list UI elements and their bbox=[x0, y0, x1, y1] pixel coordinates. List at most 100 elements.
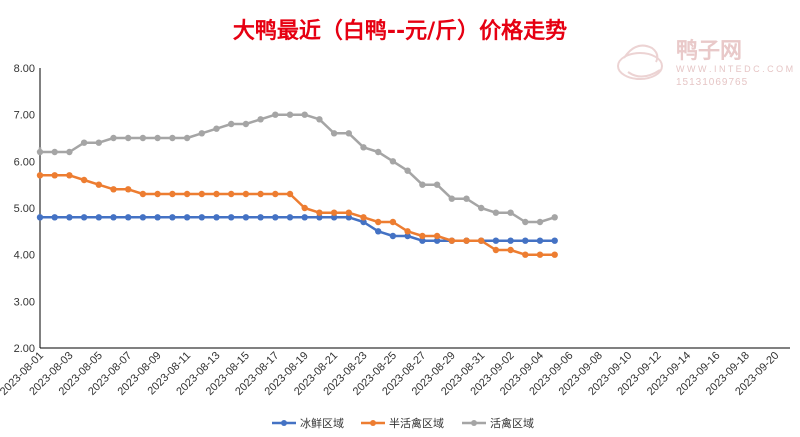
data-point bbox=[345, 209, 352, 216]
data-point bbox=[478, 237, 485, 244]
data-point bbox=[404, 167, 411, 174]
data-point bbox=[154, 190, 161, 198]
data-point bbox=[330, 209, 338, 216]
data-point bbox=[507, 209, 514, 216]
data-point bbox=[228, 190, 235, 198]
data-point bbox=[389, 158, 397, 165]
data-point bbox=[198, 130, 205, 137]
data-point bbox=[242, 214, 250, 221]
data-point bbox=[183, 214, 191, 221]
data-point bbox=[66, 148, 73, 156]
data-point bbox=[301, 204, 308, 212]
data-point bbox=[301, 214, 308, 221]
data-point bbox=[80, 176, 88, 184]
data-point bbox=[213, 190, 220, 198]
legend-label-banhuoqin: 半活禽区域 bbox=[389, 416, 444, 430]
data-point bbox=[316, 209, 323, 216]
data-point bbox=[375, 228, 382, 235]
data-point bbox=[183, 134, 191, 142]
data-point bbox=[95, 214, 103, 221]
legend-item-huoqin: 活禽区域 bbox=[462, 416, 534, 430]
data-point bbox=[330, 130, 338, 137]
data-point bbox=[257, 190, 264, 198]
y-tick-label: 7.00 bbox=[14, 110, 35, 122]
data-point bbox=[345, 130, 352, 137]
data-point bbox=[110, 134, 117, 142]
data-point bbox=[375, 218, 382, 226]
data-point bbox=[448, 237, 455, 244]
data-point bbox=[360, 214, 367, 221]
data-point bbox=[80, 214, 88, 221]
data-point bbox=[66, 214, 73, 221]
data-point bbox=[286, 190, 294, 198]
data-point bbox=[213, 214, 220, 221]
data-point bbox=[316, 214, 323, 221]
data-point bbox=[95, 139, 103, 146]
data-point bbox=[242, 120, 250, 128]
y-tick-label: 4.00 bbox=[14, 250, 35, 262]
data-point bbox=[51, 172, 58, 179]
y-tick-label: 3.00 bbox=[14, 296, 35, 308]
data-point bbox=[36, 214, 44, 221]
data-point bbox=[536, 251, 544, 258]
series-group bbox=[36, 111, 558, 258]
data-point bbox=[463, 237, 470, 244]
data-point bbox=[448, 195, 455, 202]
y-tick-label: 5.00 bbox=[14, 203, 35, 215]
data-point bbox=[375, 148, 382, 156]
data-point bbox=[522, 251, 529, 258]
data-point bbox=[345, 214, 352, 221]
data-point bbox=[228, 214, 235, 221]
data-point bbox=[125, 134, 132, 142]
data-point bbox=[198, 214, 205, 221]
data-point bbox=[80, 139, 88, 146]
y-tick-labels: 2.00 3.00 4.00 5.00 6.00 7.00 8.00 bbox=[14, 63, 35, 355]
data-point bbox=[551, 237, 558, 244]
data-point bbox=[154, 134, 161, 142]
data-point bbox=[507, 237, 514, 244]
data-point bbox=[257, 214, 264, 221]
data-point bbox=[492, 209, 500, 216]
data-point bbox=[66, 172, 73, 179]
data-point bbox=[272, 190, 279, 198]
legend-marker-huoqin bbox=[471, 420, 477, 426]
data-point bbox=[419, 181, 426, 188]
data-point bbox=[51, 214, 58, 221]
data-point bbox=[169, 134, 176, 142]
data-point bbox=[522, 218, 529, 226]
data-point bbox=[272, 111, 279, 118]
data-point bbox=[139, 214, 147, 221]
data-point bbox=[316, 116, 323, 123]
series-1 bbox=[36, 172, 558, 258]
data-point bbox=[301, 111, 308, 118]
legend-label-bingxian: 冰鲜区域 bbox=[300, 416, 344, 430]
legend: 冰鲜区域 半活禽区域 活禽区域 bbox=[272, 416, 534, 430]
legend-marker-bingxian bbox=[281, 420, 287, 426]
data-point bbox=[389, 218, 397, 226]
data-point bbox=[360, 218, 367, 226]
y-tick-label: 2.00 bbox=[14, 343, 35, 355]
data-point bbox=[463, 195, 470, 202]
series-line bbox=[40, 216, 555, 242]
data-point bbox=[492, 246, 500, 254]
data-point bbox=[183, 190, 191, 198]
watermark-phone: 15131069765 bbox=[676, 77, 748, 88]
data-point bbox=[551, 214, 558, 221]
data-point bbox=[551, 251, 558, 258]
data-point bbox=[536, 237, 544, 244]
data-point bbox=[286, 214, 294, 221]
x-tick-labels: 2023-08-012023-08-032023-08-052023-08-07… bbox=[0, 350, 781, 398]
legend-label-huoqin: 活禽区域 bbox=[490, 416, 534, 430]
y-tick-label: 8.00 bbox=[14, 63, 35, 75]
data-point bbox=[154, 214, 161, 221]
data-point bbox=[330, 214, 338, 221]
data-point bbox=[169, 190, 176, 198]
data-point bbox=[404, 228, 411, 235]
data-point bbox=[95, 181, 103, 188]
data-point bbox=[419, 232, 426, 240]
data-point bbox=[125, 214, 132, 221]
data-point bbox=[360, 144, 367, 151]
data-point bbox=[507, 246, 514, 254]
duck-logo-icon bbox=[617, 44, 663, 80]
